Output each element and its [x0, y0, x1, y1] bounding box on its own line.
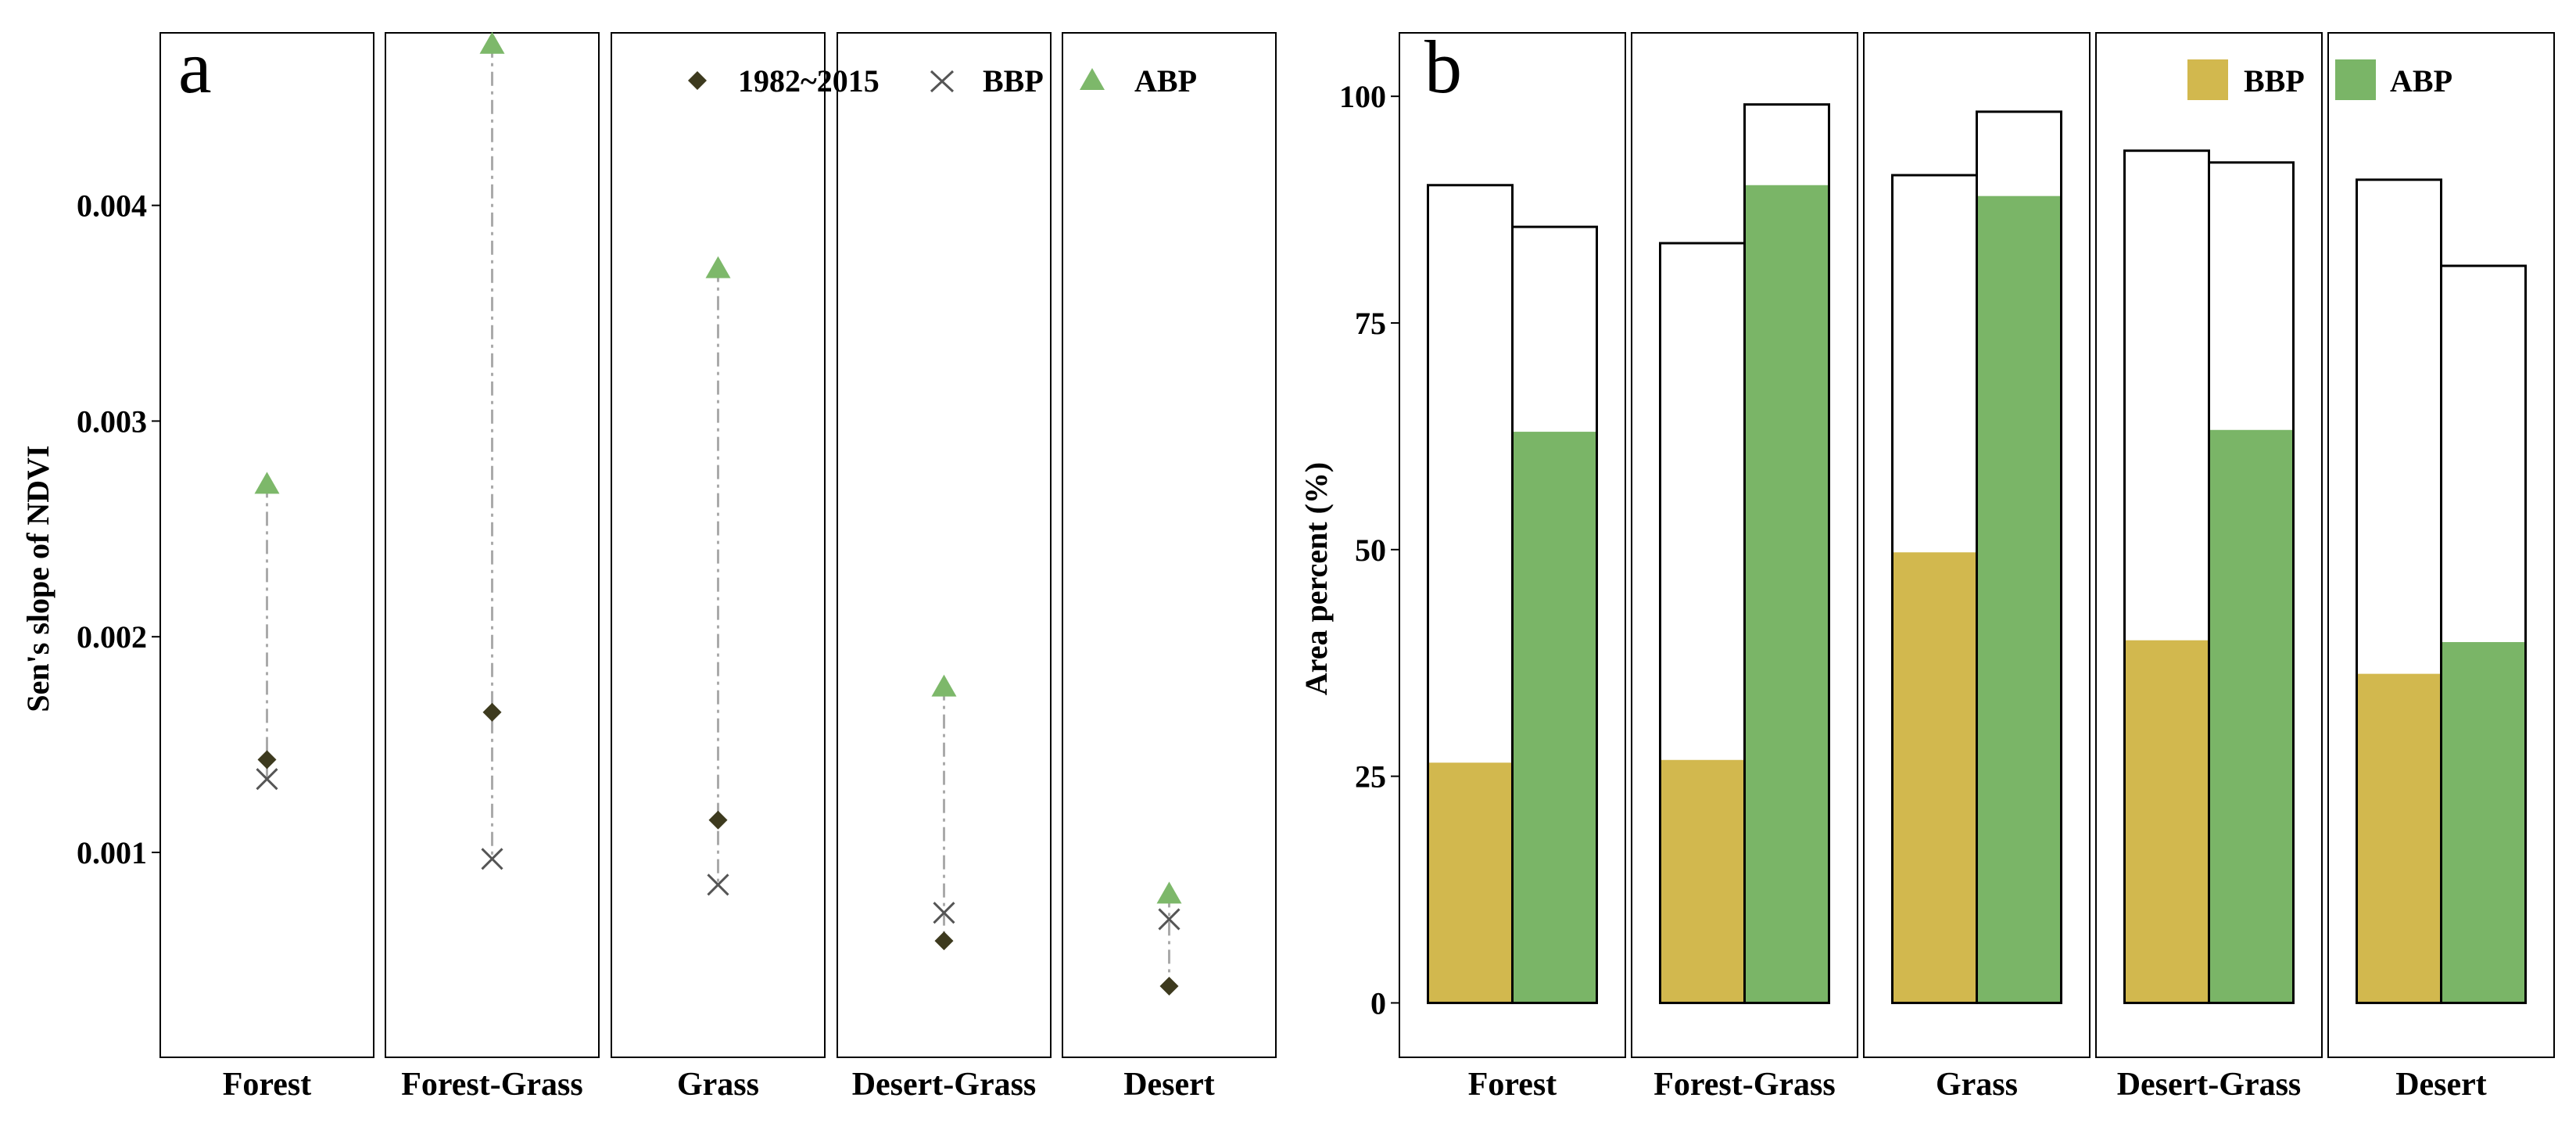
panel-b-y-axis-title: Area percent (%)	[1299, 462, 1334, 695]
panel-b-category-forest-grass: Forest-Grass	[1653, 1067, 1836, 1103]
panel-a-y-axis-title: Sen's slope of NDVI	[20, 445, 56, 712]
legend-a-bbp-label: BBP	[983, 63, 1044, 99]
panel-a-ytick-label: 0.003	[77, 404, 147, 439]
panel-b-bars	[1427, 103, 2527, 1004]
abp-outline-forest-grass	[1743, 103, 1830, 1004]
bbp-point-forest-grass	[481, 848, 503, 870]
panel-a-category-forest: Forest	[223, 1067, 312, 1103]
abp-point-desert-grass	[931, 674, 957, 697]
abp-bar-grass	[1976, 196, 2062, 1003]
panel-b-category-labels: Forest Forest-Grass Grass Desert-Grass Deser…	[1468, 1067, 2487, 1103]
panel-a-facet-desert	[1062, 32, 1277, 1058]
panel-b-ytick-label: 75	[1355, 306, 1386, 341]
panel-a-facet-desert-grass	[837, 32, 1052, 1058]
bbp-bar-desert	[2356, 673, 2442, 1003]
panel-a-category-desert: Desert	[1123, 1067, 1215, 1103]
period-point-grass	[708, 810, 728, 830]
panel-b-letter: b	[1424, 25, 1462, 109]
legend-b-abp-swatch	[2335, 59, 2376, 100]
panel-b-ytick-label: 0	[1370, 985, 1386, 1021]
abp-bar-forest-grass	[1744, 185, 1829, 1003]
panel-a-sens-slope-chart: a Sen's slope of NDVI 0.0010.0020.0030.0…	[20, 25, 1277, 1103]
abp-outline-grass	[1976, 110, 2062, 1004]
legend-a-abp-marker	[1080, 68, 1105, 90]
bbp-bar-grass	[1892, 552, 1977, 1003]
legend-a-abp-label: ABP	[1134, 63, 1197, 99]
legend-b-abp-label: ABP	[2390, 63, 2452, 99]
panel-b-category-desert: Desert	[2395, 1067, 2487, 1103]
panel-a-facet-forest	[159, 32, 374, 1058]
panel-a-marks	[254, 31, 1182, 996]
panel-b-facet-forest	[1399, 32, 1626, 1058]
panel-b-facet-grass	[1863, 32, 2091, 1058]
panel-b-facet-desert-grass	[2095, 32, 2323, 1058]
abp-outline-desert-grass	[2208, 161, 2295, 1004]
panel-b-ytick-label: 50	[1355, 533, 1386, 568]
bbp-point-desert	[1158, 908, 1181, 931]
panel-b-category-grass: Grass	[1936, 1067, 2018, 1103]
panel-b-ytick-label: 25	[1355, 759, 1386, 795]
bbp-point-desert-grass	[933, 902, 955, 924]
abp-bar-forest	[1512, 432, 1597, 1003]
panel-b-ytick-label: 100	[1339, 79, 1386, 114]
panel-a-category-desert-grass: Desert-Grass	[852, 1067, 1037, 1103]
panel-a-category-grass: Grass	[677, 1067, 759, 1103]
panel-b-facet-forest-grass	[1631, 32, 1858, 1058]
abp-point-desert	[1156, 881, 1182, 904]
panel-a-ytick-label: 0.001	[77, 835, 147, 870]
legend-b-bbp-label: BBP	[2244, 63, 2305, 99]
period-point-desert-grass	[934, 931, 954, 951]
panel-b-facet-desert	[2327, 32, 2555, 1058]
abp-bar-desert	[2441, 642, 2526, 1003]
bbp-bar-forest-grass	[1660, 759, 1745, 1003]
panel-b-category-forest: Forest	[1468, 1067, 1557, 1103]
legend-a-1982-2015-label: 1982~2015	[738, 63, 880, 99]
panel-a-y-ticks: 0.001 0.002 0.003 0.004	[77, 188, 160, 870]
bbp-bar-desert-grass	[2124, 640, 2209, 1003]
period-point-forest-grass	[482, 702, 502, 722]
panel-b-legend: BBP ABP	[2187, 59, 2452, 100]
panel-a-facet-grass	[611, 32, 826, 1058]
abp-point-grass	[705, 256, 731, 278]
period-point-desert	[1159, 976, 1179, 996]
panel-b-facets	[1399, 32, 2555, 1058]
abp-bar-desert-grass	[2209, 429, 2294, 1003]
panel-a-ytick-label: 0.004	[77, 188, 147, 224]
legend-b-bbp-swatch	[2187, 59, 2228, 100]
abp-outline-desert	[2440, 264, 2527, 1004]
legend-a-bbp-marker	[930, 70, 955, 93]
panel-a-category-forest-grass: Forest-Grass	[401, 1067, 583, 1103]
panel-a-legend: 1982~2015 BBP ABP	[688, 63, 1197, 99]
period-point-forest	[257, 750, 277, 770]
bbp-bar-forest	[1428, 762, 1513, 1003]
panel-a-letter: a	[178, 25, 212, 109]
bbp-point-forest	[256, 768, 278, 791]
panel-b-category-desert-grass: Desert-Grass	[2117, 1067, 2302, 1103]
abp-outline-forest	[1511, 225, 1598, 1004]
panel-a-category-labels: Forest Forest-Grass Grass Desert-Grass Deser…	[223, 1067, 1215, 1103]
panel-a-ytick-label: 0.002	[77, 619, 147, 655]
bbp-point-grass	[707, 874, 729, 896]
abp-point-forest-grass	[479, 31, 505, 54]
legend-a-1982-2015-marker	[688, 71, 707, 90]
panel-a-facets	[159, 32, 1277, 1058]
panel-b-y-ticks: 0 25 50 75 100	[1339, 79, 1399, 1021]
abp-point-forest	[254, 472, 280, 494]
